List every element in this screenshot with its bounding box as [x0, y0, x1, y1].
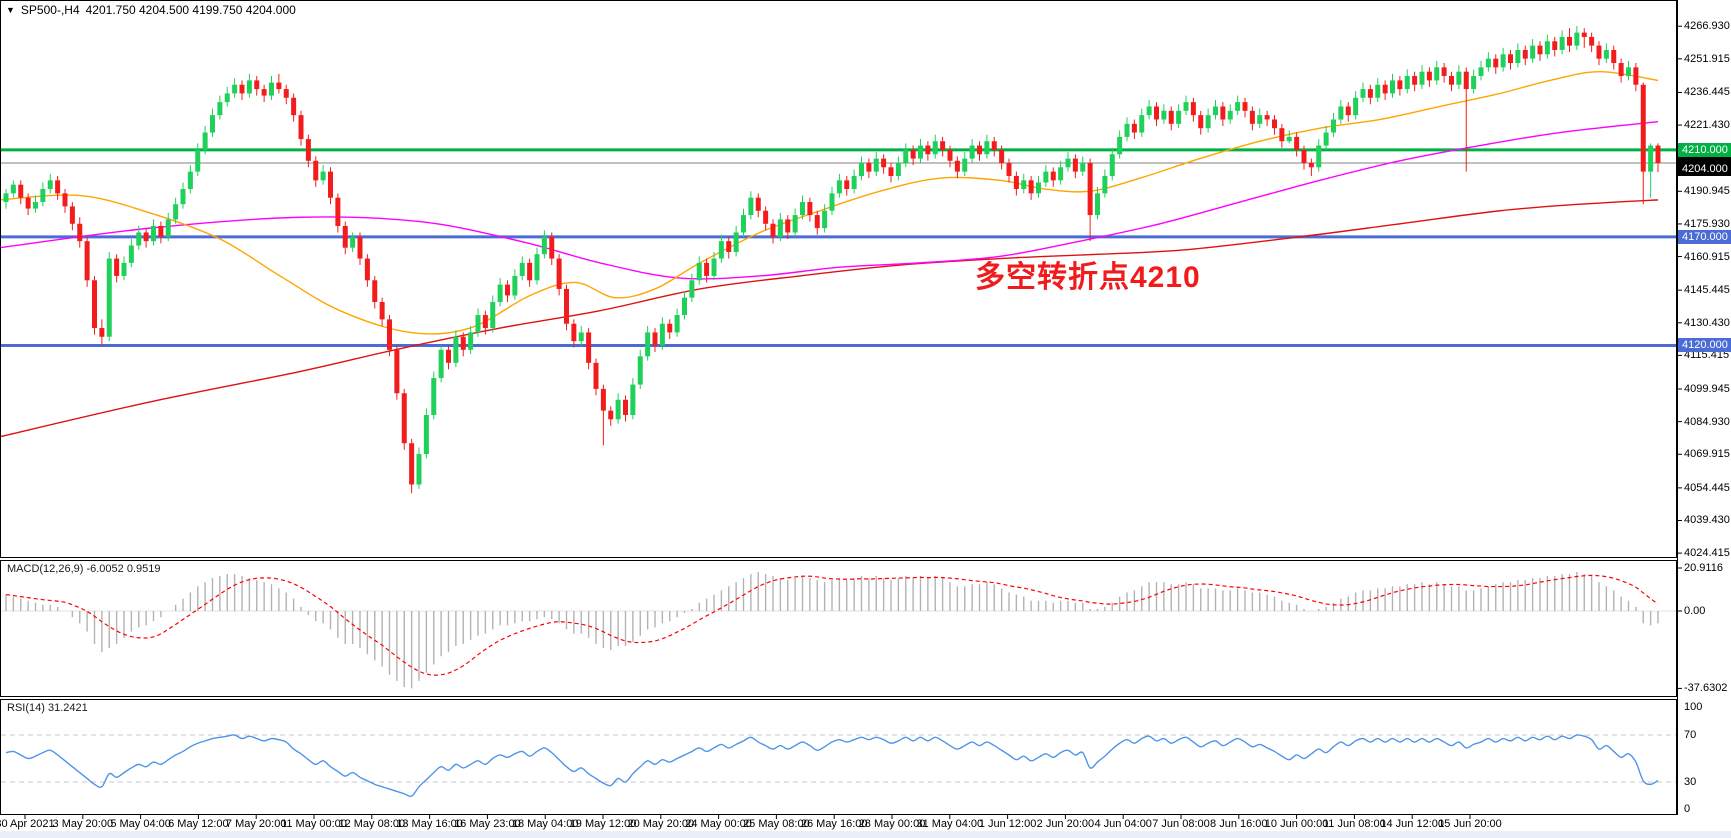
level-price-tag-4120: 4120.000: [1678, 338, 1731, 353]
rsi-panel-frame: [0, 699, 1677, 815]
last-price-tag: 4204.000: [1678, 162, 1731, 176]
macd-panel[interactable]: [1, 571, 1676, 689]
time-tick-label: 3 May 20:00: [52, 818, 114, 830]
price-tick-label: 4054.445: [1684, 481, 1730, 494]
time-tick-label: 28 May 00:00: [858, 818, 926, 830]
obscured-price-tag: [1678, 157, 1731, 162]
macd-axis-label: 0.00: [1684, 605, 1706, 617]
time-tick-label: 1 Jun 12:00: [978, 818, 1037, 830]
ma-slow-red-line: [1, 199, 1659, 438]
price-tick-label: 4084.930: [1684, 415, 1730, 428]
time-tick-label: 2 Jun 20:00: [1036, 818, 1095, 830]
price-tick-label: 4251.915: [1684, 52, 1730, 65]
price-tick-label: 4069.915: [1684, 448, 1730, 461]
macd-axis-label: 20.9116: [1684, 561, 1723, 574]
window-bottom-strip: [0, 831, 1731, 838]
ohlc-quote-label: 4201.750 4204.500 4199.750 4204.000: [85, 3, 296, 17]
main-chart-panel[interactable]: [0, 26, 1677, 494]
level-price-tag-4210: 4210.000: [1678, 143, 1731, 157]
price-tick-label: 4236.445: [1684, 86, 1730, 99]
time-tick-label: 26 May 16:00: [800, 818, 868, 830]
price-tick-label: 4024.415: [1684, 547, 1730, 560]
chart-annotation-text[interactable]: 多空转折点4210: [975, 261, 1201, 294]
time-tick-label: 7 Jun 08:00: [1152, 818, 1210, 830]
time-tick-label: 5 May 04:00: [110, 818, 171, 830]
price-tick-label: 4145.445: [1684, 284, 1730, 297]
rsi-axis-label: 70: [1684, 729, 1697, 741]
price-tick-label: 4221.430: [1684, 119, 1730, 132]
time-tick-label: 11 May 00:00: [281, 818, 347, 830]
time-tick-label: 16 May 23:00: [454, 818, 521, 830]
price-tick-label: 4130.430: [1684, 316, 1730, 329]
macd-panel-frame: [0, 560, 1677, 697]
candlestick-series: [3, 26, 1661, 494]
symbol-dropdown-icon[interactable]: ▼: [6, 5, 15, 15]
time-tick-label: 8 Jun 16:00: [1210, 818, 1268, 830]
time-tick-label: 12 May 08:00: [338, 818, 406, 830]
price-tick-label: 4099.945: [1684, 383, 1730, 395]
time-tick-label: 24 May 00:00: [685, 818, 752, 830]
time-tick-label: 30 Apr 2021: [0, 818, 55, 830]
time-tick-label: 7 May 20:00: [225, 818, 287, 830]
rsi-axis-label: 30: [1684, 776, 1697, 788]
price-tick-label: 4160.915: [1684, 250, 1730, 263]
time-tick-label: 11 Jun 08:00: [1322, 818, 1386, 830]
macd-axis-label: -37.6302: [1684, 682, 1728, 695]
time-tick-label: 13 May 16:00: [396, 818, 463, 830]
macd-signal-line: [5, 574, 1659, 676]
time-tick-label: 15 Jun 20:00: [1438, 818, 1502, 830]
symbol-period-label: SP500-,H4: [20, 3, 80, 17]
time-tick-label: 19 May 12:00: [569, 818, 637, 830]
time-tick-label: 6 May 12:00: [168, 818, 229, 830]
rsi-axis-label: 0: [1684, 803, 1691, 815]
ma-fast-orange-line: [1, 70, 1659, 335]
time-tick-label: 14 Jun 12:00: [1380, 818, 1444, 830]
rsi-line: [5, 734, 1659, 798]
rsi-indicator-label: RSI(14) 31.2421: [7, 702, 88, 714]
macd-indicator-label: MACD(12,26,9) -6.0052 0.9519: [7, 563, 161, 575]
main-panel-frame: [0, 0, 1677, 558]
ma-medium-magenta-line: [1, 120, 1659, 280]
time-tick-label: 31 May 04:00: [916, 818, 984, 830]
time-tick-label: 25 May 08:00: [743, 818, 810, 830]
rsi-panel[interactable]: [1, 734, 1676, 798]
time-tick-label: 18 May 04:00: [511, 818, 579, 830]
time-tick-label: 4 Jun 04:00: [1094, 818, 1152, 830]
time-tick-label: 20 May 20:00: [627, 818, 695, 830]
rsi-axis-label: 100: [1684, 701, 1703, 713]
price-tick-label: 4039.430: [1684, 514, 1730, 527]
price-tick-label: 4175.930: [1684, 217, 1730, 230]
level-price-tag-4170: 4170.000: [1678, 229, 1731, 244]
price-tick-label: 4266.930: [1684, 20, 1730, 33]
price-tick-label: 4190.945: [1684, 185, 1730, 198]
time-tick-label: 10 Jun 00:00: [1264, 818, 1329, 830]
chart-title-bar: ▼ SP500-,H4 4201.750 4204.500 4199.750 4…: [6, 3, 296, 17]
